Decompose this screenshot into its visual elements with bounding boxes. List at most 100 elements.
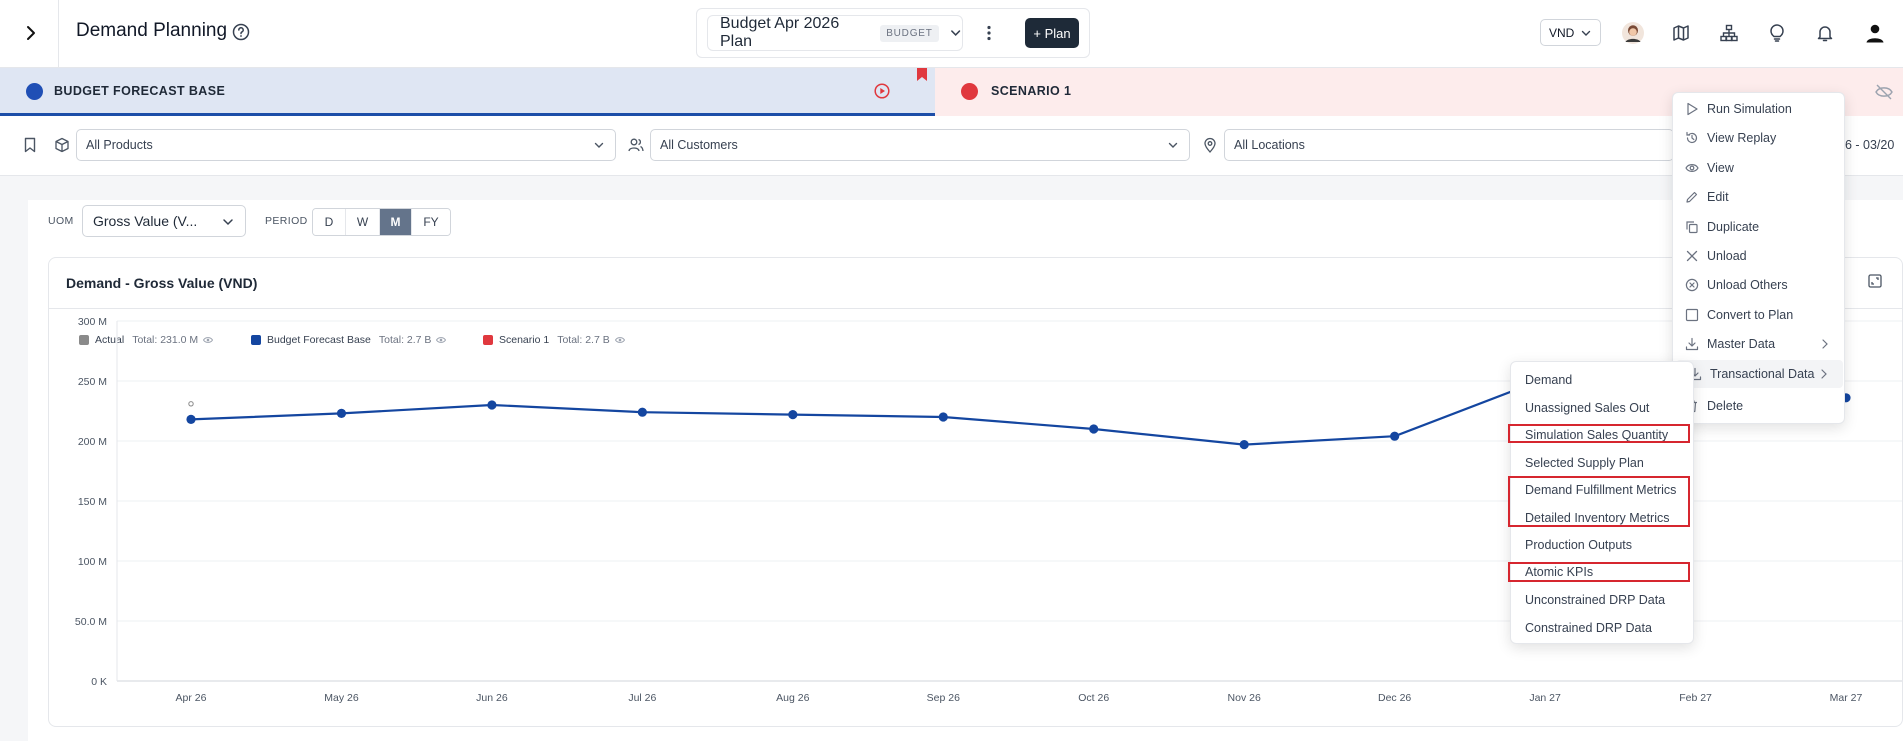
- eye-icon[interactable]: [203, 336, 214, 344]
- y-tick-label: 100 M: [78, 556, 107, 568]
- pencil-icon: [1686, 191, 1698, 203]
- user-avatar-icon[interactable]: [1620, 20, 1646, 46]
- submenu-item-selected-supply-plan[interactable]: Selected Supply Plan: [1525, 455, 1644, 470]
- legend-item-scenario-1[interactable]: Scenario 1 Total: 2.7 B: [483, 334, 625, 346]
- more-options-icon[interactable]: [979, 21, 999, 45]
- plan-selector-group: Budget Apr 2026 Plan BUDGET + Plan: [696, 8, 1090, 58]
- chart-header-divider: [49, 308, 1902, 309]
- submenu-item-demand[interactable]: Demand: [1525, 372, 1573, 387]
- bell-icon[interactable]: [1812, 20, 1838, 46]
- products-filter[interactable]: All Products: [76, 129, 616, 161]
- menu-item-unload[interactable]: Unload: [1673, 242, 1844, 270]
- square-icon: [1685, 308, 1699, 322]
- menu-item-edit[interactable]: Edit: [1673, 183, 1844, 211]
- uom-select[interactable]: Gross Value (V...: [82, 205, 246, 237]
- submenu-item-atomic-kpis[interactable]: Atomic KPIs: [1525, 564, 1594, 579]
- hierarchy-icon[interactable]: [1716, 20, 1742, 46]
- chart-title: Demand - Gross Value (VND): [66, 275, 258, 291]
- data-point[interactable]: [637, 407, 647, 417]
- expand-sidebar-chevron-icon[interactable]: [18, 20, 44, 46]
- period-week-button[interactable]: W: [346, 209, 380, 235]
- plan-dropdown[interactable]: Budget Apr 2026 Plan BUDGET: [707, 15, 963, 51]
- x-tick-label: Feb 27: [1679, 692, 1712, 704]
- menu-item-label: Unload: [1707, 249, 1747, 263]
- customers-filter[interactable]: All Customers: [650, 129, 1190, 161]
- highlight-box: [1508, 476, 1690, 527]
- submenu-item-unassigned-sales-out[interactable]: Unassigned Sales Out: [1525, 400, 1650, 415]
- bookmark-icon[interactable]: [22, 137, 38, 153]
- data-point[interactable]: [336, 408, 347, 418]
- menu-item-view[interactable]: View: [1673, 154, 1844, 182]
- menu-item-run-simulation[interactable]: Run Simulation: [1673, 95, 1844, 123]
- eye-icon[interactable]: [436, 336, 447, 344]
- submenu-item-constrained-drp-data[interactable]: Constrained DRP Data: [1525, 620, 1652, 635]
- submenu-item-demand-fulfillment-metrics[interactable]: Demand Fulfillment Metrics: [1525, 482, 1677, 497]
- chevron-down-icon: [223, 219, 233, 226]
- expand-chart-icon[interactable]: [1867, 273, 1883, 289]
- locations-filter[interactable]: All Locations: [1224, 129, 1674, 161]
- page-title: Demand Planning: [76, 20, 228, 41]
- tab-label: SCENARIO 1: [991, 84, 1072, 98]
- data-point[interactable]: [188, 401, 194, 407]
- chevron-down-icon: [950, 30, 960, 36]
- transactional-data-submenu: Demand Unassigned Sales Out Simulation Sal…: [1510, 361, 1694, 644]
- menu-item-label: View Replay: [1707, 131, 1777, 145]
- play-circle-icon[interactable]: [874, 83, 890, 99]
- tab-label: BUDGET FORECAST BASE: [54, 84, 226, 98]
- account-icon[interactable]: [1862, 20, 1888, 46]
- menu-item-unload-others[interactable]: Unload Others: [1673, 271, 1844, 299]
- header-divider: [58, 0, 59, 68]
- menu-item-duplicate[interactable]: Duplicate: [1673, 213, 1844, 241]
- submenu-item-detailed-inventory-metrics[interactable]: Detailed Inventory Metrics: [1525, 510, 1670, 525]
- data-point[interactable]: [487, 400, 497, 410]
- menu-item-transactional-data[interactable]: Transactional Data: [1676, 360, 1843, 388]
- help-icon[interactable]: [232, 23, 250, 41]
- menu-item-convert-to-plan[interactable]: Convert to Plan: [1673, 301, 1844, 329]
- x-circle-icon: [1685, 278, 1699, 292]
- legend-item-budget-forecast-base[interactable]: Budget Forecast Base Total: 2.7 B: [251, 334, 447, 346]
- top-header: Demand Planning Budget Apr 2026 Plan BUD…: [0, 0, 1903, 68]
- menu-item-view-replay[interactable]: View Replay: [1673, 124, 1844, 152]
- date-range[interactable]: 26 - 03/20: [1838, 138, 1895, 152]
- add-plan-button[interactable]: + Plan: [1025, 18, 1079, 48]
- y-tick-label: 300 M: [78, 316, 107, 328]
- eye-icon: [1685, 164, 1699, 172]
- y-tick-label: 250 M: [78, 376, 107, 388]
- period-month-button[interactable]: M: [380, 209, 412, 235]
- submenu-item-simulation-sales-quantity[interactable]: Simulation Sales Quantity: [1525, 427, 1669, 442]
- legend-name: Budget Forecast Base: [267, 334, 371, 346]
- history-icon: [1686, 131, 1698, 144]
- menu-item-label: Transactional Data: [1710, 367, 1815, 381]
- chevron-down-icon: [1168, 142, 1178, 148]
- map-icon[interactable]: [1668, 20, 1694, 46]
- submenu-item-unconstrained-drp-data[interactable]: Unconstrained DRP Data: [1525, 592, 1666, 607]
- data-point[interactable]: [1089, 424, 1099, 434]
- period-fiscal-year-button[interactable]: FY: [412, 209, 450, 235]
- x-icon: [1686, 250, 1698, 262]
- location-pin-icon: [1204, 137, 1216, 153]
- data-point[interactable]: [1390, 431, 1400, 441]
- menu-item-master-data[interactable]: Master Data: [1673, 330, 1844, 358]
- submenu-item-production-outputs[interactable]: Production Outputs: [1525, 537, 1633, 552]
- data-point[interactable]: [788, 410, 798, 420]
- filter-bar: All Products All Customers All Locations…: [0, 116, 1903, 176]
- y-tick-label: 200 M: [78, 436, 107, 448]
- currency-select[interactable]: VND: [1540, 19, 1601, 46]
- tab-budget-forecast-base[interactable]: BUDGET FORECAST BASE: [0, 68, 935, 116]
- menu-item-label: Delete: [1707, 399, 1744, 413]
- products-filter-value: All Products: [86, 138, 153, 152]
- x-tick-label: Dec 26: [1378, 692, 1411, 704]
- lightbulb-icon[interactable]: [1764, 20, 1790, 46]
- eye-icon[interactable]: [614, 336, 625, 344]
- uom-label: UOM: [48, 215, 74, 227]
- x-tick-label: Nov 26: [1228, 692, 1261, 704]
- hide-scenario-icon[interactable]: [1875, 83, 1893, 101]
- y-tick-label: 150 M: [78, 496, 107, 508]
- data-point[interactable]: [1239, 440, 1249, 450]
- period-day-button[interactable]: D: [313, 209, 346, 235]
- customers-icon: [628, 138, 644, 152]
- x-tick-label: Jul 26: [628, 692, 656, 704]
- menu-item-delete[interactable]: Delete: [1673, 392, 1844, 420]
- data-point[interactable]: [186, 414, 196, 424]
- data-point[interactable]: [938, 412, 948, 422]
